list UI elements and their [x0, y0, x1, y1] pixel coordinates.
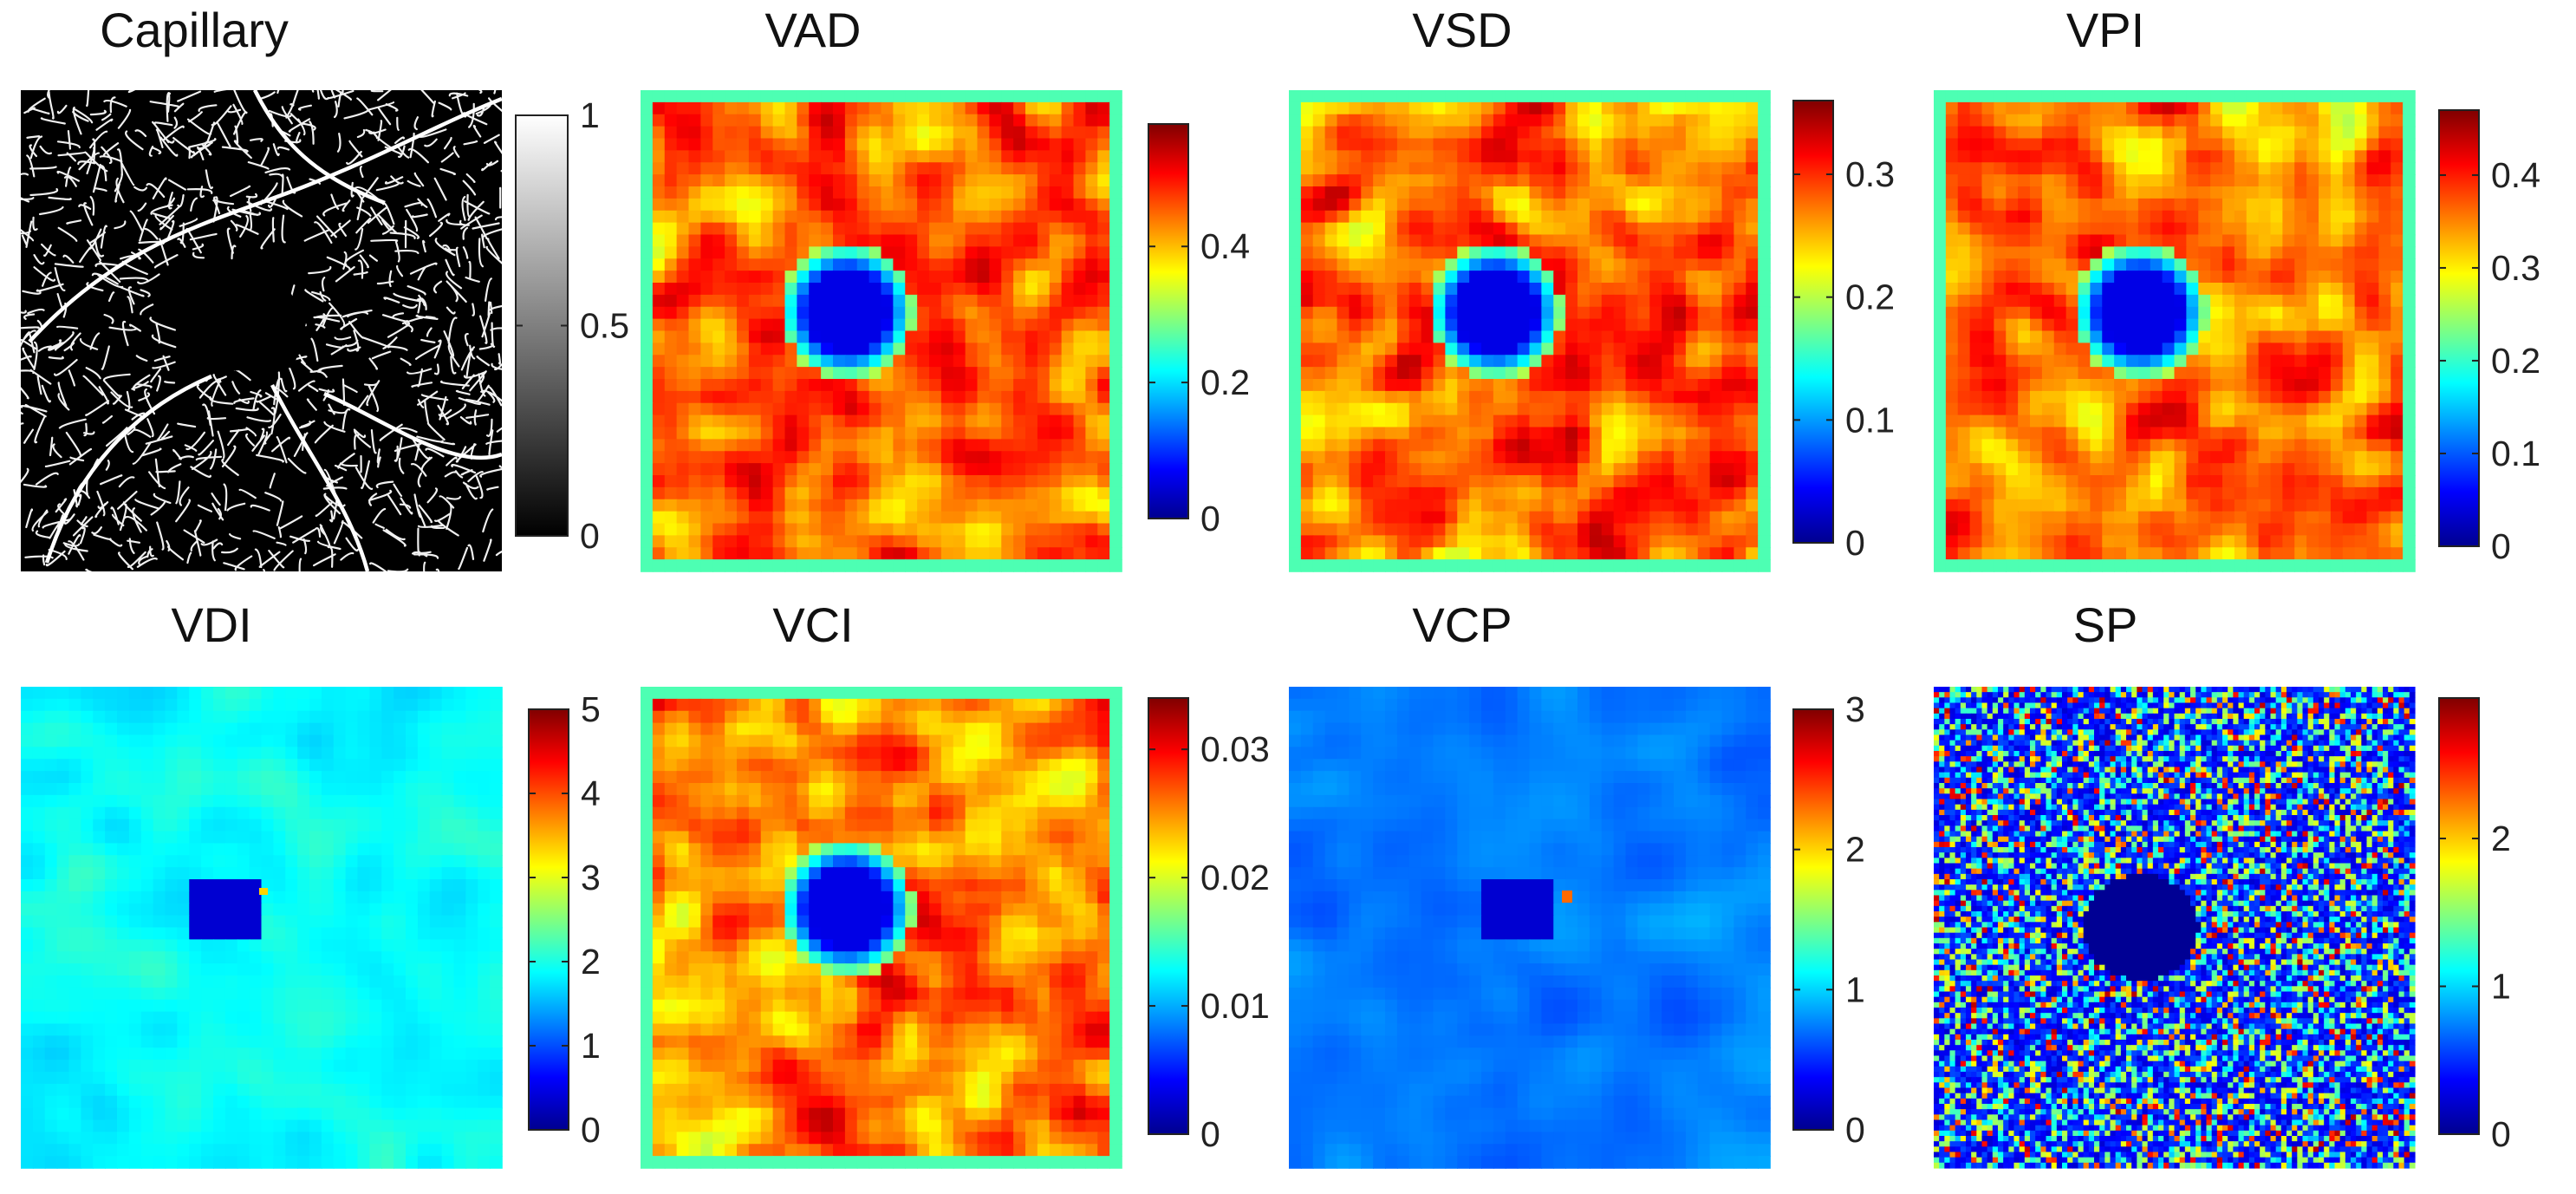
title-sp: SP — [2073, 597, 2138, 652]
colorbar-tick-vdi: 4 — [581, 773, 601, 813]
colorbar-tick-vpi: 0.3 — [2491, 248, 2540, 288]
colorbar-tick-vci: 0.03 — [1200, 729, 1270, 769]
colorbar-vad — [1148, 124, 1188, 519]
colorbar-tick-vcp: 0 — [1845, 1110, 1865, 1150]
heatmap-image-vdi — [21, 687, 503, 1169]
colorbar-tick-vpi: 0.2 — [2491, 341, 2540, 381]
colorbar-tick-vpi: 0.4 — [2491, 155, 2540, 195]
title-capillary: Capillary — [100, 3, 289, 57]
colorbar-tick-vsd: 0.1 — [1845, 400, 1895, 440]
heatmap-image-vcp — [1289, 687, 1771, 1169]
colorbar-tick-vdi: 3 — [581, 858, 601, 897]
title-vci: VCI — [772, 597, 853, 652]
panel-capillary: Capillary 0 0.5 1 — [100, 3, 629, 556]
heatmap-image-vpi — [1934, 90, 2416, 572]
heatmap-image-vci — [641, 687, 1122, 1169]
colorbar-vpi — [2439, 110, 2479, 546]
colorbar-tick-vpi: 0.1 — [2491, 434, 2540, 473]
panel-sp: SP 0 1 2 — [2073, 597, 2511, 1154]
heatmap-image-sp — [1934, 687, 2416, 1169]
panel-vdi: VDI 0 1 2 3 4 5 — [171, 597, 600, 1150]
panel-vci: VCI 0 0.01 0.02 0.03 — [772, 597, 1269, 1154]
colorbar-tick-vdi: 5 — [581, 689, 601, 729]
colorbar-tick-vci: 0.02 — [1200, 858, 1270, 897]
title-vcp: VCP — [1412, 597, 1512, 652]
colorbar-tick-vdi: 2 — [581, 942, 601, 982]
title-vdi: VDI — [171, 597, 251, 652]
colorbar-capillary — [516, 115, 568, 536]
colorbar-tick-vad: 0.2 — [1200, 362, 1250, 402]
colorbar-tick-capillary: 1 — [580, 95, 600, 135]
colorbar-vsd — [1793, 101, 1833, 543]
colorbar-tick-vcp: 1 — [1845, 969, 1865, 1009]
colorbar-tick-vad: 0 — [1200, 499, 1220, 538]
colorbar-tick-vad: 0.4 — [1200, 226, 1250, 266]
title-vpi: VPI — [2066, 3, 2144, 57]
colorbar-tick-vsd: 0.3 — [1845, 154, 1895, 194]
colorbar-vci — [1148, 698, 1188, 1134]
colorbar-tick-vci: 0.01 — [1200, 986, 1270, 1026]
colorbar-tick-capillary: 0 — [580, 516, 600, 556]
colorbar-tick-vcp: 2 — [1845, 830, 1865, 870]
panel-vcp: VCP 0 1 2 3 — [1412, 597, 1864, 1150]
colorbar-tick-vdi: 0 — [581, 1110, 601, 1150]
colorbar-sp — [2439, 698, 2479, 1134]
colorbar-tick-sp: 2 — [2491, 819, 2511, 858]
colorbar-tick-capillary: 0.5 — [580, 306, 629, 346]
colorbar-vdi — [529, 709, 569, 1130]
heatmap-image-vsd — [1289, 90, 1771, 572]
colorbar-tick-vsd: 0 — [1845, 523, 1865, 563]
colorbar-vcp — [1793, 709, 1833, 1130]
heatmap-image-vad — [641, 90, 1122, 572]
heatmap-image-capillary — [21, 90, 502, 571]
panel-vad: VAD 0 0.2 0.4 — [765, 3, 1251, 538]
title-vad: VAD — [765, 3, 862, 57]
colorbar-tick-vdi: 1 — [581, 1026, 601, 1066]
colorbar-tick-vcp: 3 — [1845, 689, 1865, 729]
panel-vpi: VPI 0 0.1 0.2 0.3 0.4 — [2066, 3, 2540, 566]
colorbar-tick-vci: 0 — [1200, 1114, 1220, 1154]
panel-vsd: VSD 0 0.1 0.2 0.3 — [1412, 3, 1895, 563]
colorbar-tick-vpi: 0 — [2491, 526, 2511, 566]
colorbar-tick-vsd: 0.2 — [1845, 277, 1895, 317]
title-vsd: VSD — [1412, 3, 1512, 57]
colorbar-tick-sp: 1 — [2491, 966, 2511, 1006]
colorbar-tick-sp: 0 — [2491, 1114, 2511, 1154]
